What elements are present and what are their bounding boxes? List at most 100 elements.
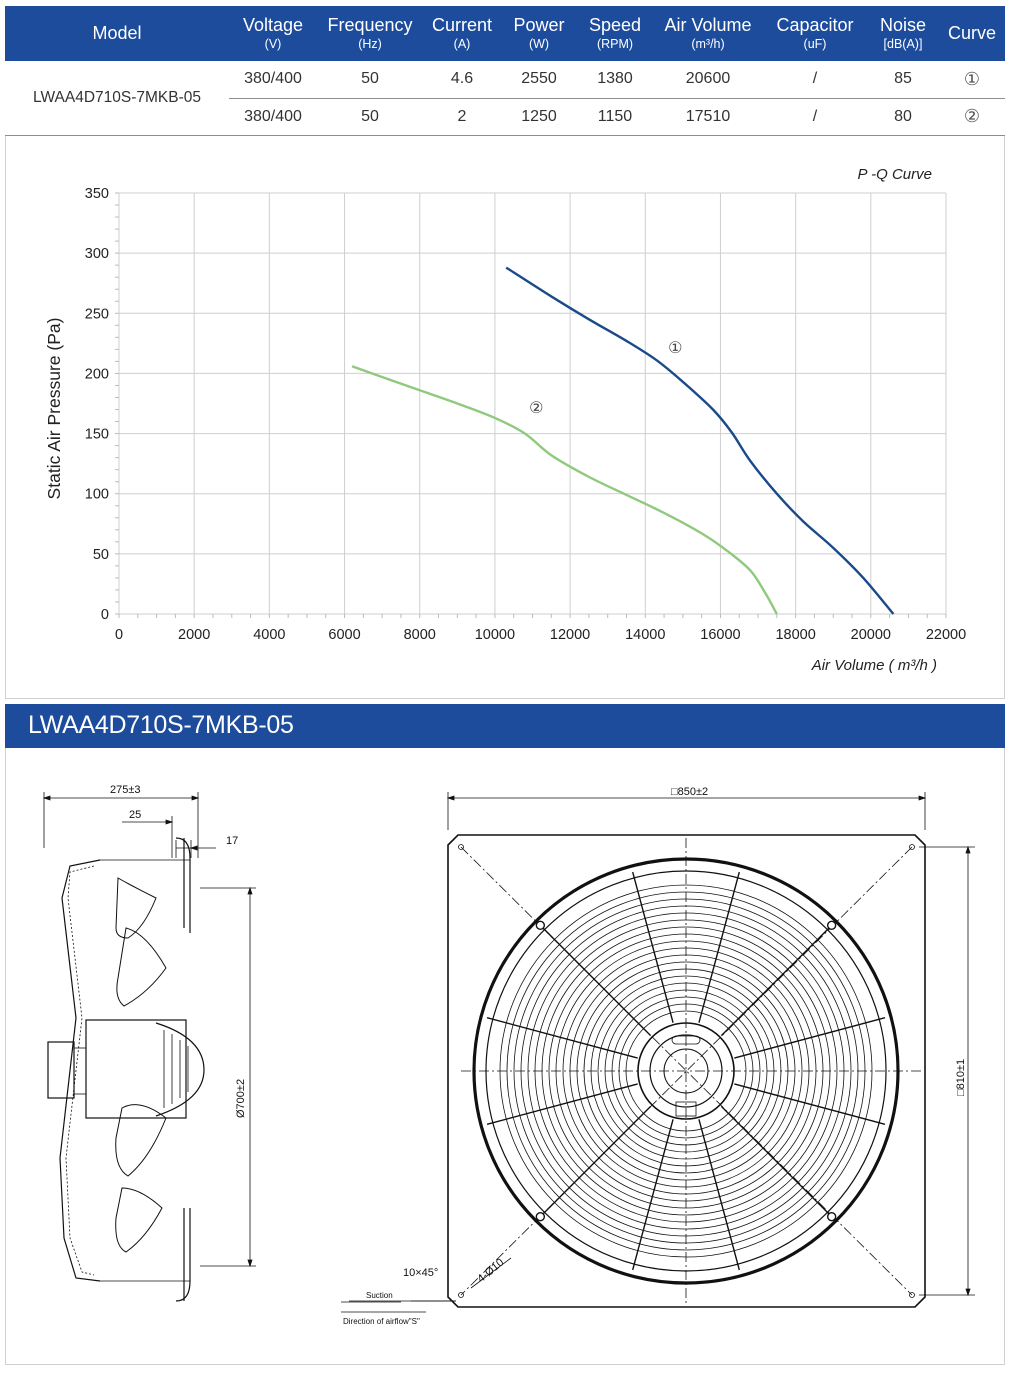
header-power: Power (W) (513, 14, 565, 51)
y-tick-label: 250 (85, 306, 109, 322)
guard-ring (562, 947, 810, 1195)
guard-ring (590, 975, 782, 1167)
y-tick-label: 350 (85, 186, 109, 202)
suction-label: Suction (366, 1291, 393, 1300)
series-line-2 (351, 365, 778, 615)
guard-bolt (826, 1211, 837, 1222)
header-current: Current (A) (431, 14, 493, 51)
header-model: Model (92, 23, 142, 44)
guard-ring (499, 884, 873, 1258)
guard-spoke (632, 1119, 674, 1271)
cell-capacitor: / (763, 98, 867, 136)
cell-noise: 85 (867, 61, 939, 99)
y-tick-label: 300 (85, 246, 109, 262)
cell-air-volume: 20600 (653, 61, 763, 99)
x-tick-label: 6000 (328, 627, 360, 643)
dim-flange-thickness: 17 (226, 835, 238, 847)
series-label-2: ② (529, 400, 543, 417)
drawing-section-header: LWAA4D710S-7MKB-05 (5, 704, 1005, 748)
header-air-volume: Air Volume (m³/h) (664, 14, 752, 51)
header-voltage: Voltage (V) (242, 14, 304, 51)
guard-ring (611, 996, 761, 1146)
x-tick-label: 12000 (550, 627, 590, 643)
x-tick-label: 4000 (253, 627, 285, 643)
cell-voltage: 380/400 (229, 61, 317, 99)
drawing-panel: 275±3 25 17 Ø700±2 (5, 748, 1005, 1365)
guard-ring (513, 898, 859, 1244)
dim-chamfer: 10×45° (403, 1267, 438, 1279)
guard-ring (506, 891, 866, 1251)
header-frequency: Frequency (Hz) (327, 14, 413, 51)
dim-holes: 4-Ø10 (475, 1256, 506, 1285)
cell-power: 2550 (501, 61, 577, 99)
dim-guard-diameter: Ø700±2 (235, 1079, 247, 1118)
header-speed: Speed (RPM) (588, 14, 642, 51)
guard-bolt (826, 920, 837, 931)
cell-voltage: 380/400 (229, 98, 317, 136)
y-tick-label: 150 (85, 427, 109, 443)
x-tick-label: 18000 (775, 627, 815, 643)
dim-flange-offset: 25 (129, 809, 141, 821)
cell-speed: 1380 (577, 61, 653, 99)
cell-curve: ② (939, 98, 1005, 136)
header-curve: Curve (947, 23, 996, 44)
x-tick-label: 8000 (404, 627, 436, 643)
guard-ring (520, 905, 852, 1237)
header-capacitor: Capacitor (uF) (776, 14, 854, 51)
guard-spoke (734, 1083, 886, 1125)
spec-table: Model Voltage (V) Frequency (Hz) Current (A… (5, 6, 1005, 136)
guard-ring (618, 1003, 754, 1139)
model-cell: LWAA4D710S-7MKB-05 (5, 61, 229, 136)
y-tick-label: 200 (85, 366, 109, 382)
guard-bolt (535, 1211, 546, 1222)
guard-bolt (535, 920, 546, 931)
dim-overall-depth: 275±3 (110, 784, 141, 796)
x-tick-label: 16000 (700, 627, 740, 643)
y-tick-label: 50 (93, 547, 109, 563)
cell-noise: 80 (867, 98, 939, 136)
x-tick-label: 10000 (475, 627, 515, 643)
airflow-label: Direction of airflow"S" (343, 1317, 420, 1326)
guard-ring (597, 982, 775, 1160)
series-line-1 (505, 266, 895, 615)
cell-frequency: 50 (317, 61, 423, 99)
guard-ring (604, 989, 768, 1153)
dim-hole-spacing: □810±1 (955, 1059, 967, 1096)
series-label-1: ① (668, 340, 682, 357)
header-noise: Noise [dB(A)] (879, 14, 927, 51)
guard-spoke (632, 871, 674, 1023)
cell-air-volume: 17510 (653, 98, 763, 136)
table-row: LWAA4D710S-7MKB-05 380/400 50 4.6 2550 1… (5, 61, 1005, 136)
x-tick-label: 2000 (178, 627, 210, 643)
guard-ring (583, 968, 789, 1174)
x-tick-label: 0 (115, 627, 123, 643)
chart-title: P -Q Curve (858, 166, 932, 183)
guard-spoke (486, 1083, 638, 1125)
x-tick-label: 20000 (851, 627, 891, 643)
y-tick-label: 100 (85, 487, 109, 503)
cell-speed: 1150 (577, 98, 653, 136)
pq-chart: 0 2000 4000 6000 8000 10000 12000 14000 16000 180… (44, 166, 966, 674)
table-header-row: Model Voltage (V) Frequency (Hz) Current (A… (5, 6, 1005, 61)
drawing-title: LWAA4D710S-7MKB-05 (28, 711, 294, 739)
cell-curve: ① (939, 61, 1005, 99)
guard-spoke (698, 871, 740, 1023)
fan-side-view: 275±3 25 17 Ø700±2 (42, 784, 256, 1302)
dim-plate-width: □850±2 (671, 786, 708, 798)
cell-current: 2 (423, 98, 501, 136)
x-tick-label: 22000 (926, 627, 966, 643)
cell-current: 4.6 (423, 61, 501, 99)
guard-spoke (539, 1105, 652, 1218)
guard-spoke (486, 1017, 638, 1059)
guard-ring (527, 912, 845, 1230)
cell-power: 1250 (501, 98, 577, 136)
y-tick-label: 0 (101, 607, 109, 623)
x-axis-label: Air Volume ( m³/h ) (811, 657, 937, 674)
guard-ring (548, 933, 824, 1209)
pq-chart-panel: 0 2000 4000 6000 8000 10000 12000 14000 16000 180… (5, 136, 1005, 699)
guard-spoke (698, 1119, 740, 1271)
table-row: 380/400 50 2 1250 1150 17510 / 80 ② (5, 98, 1005, 136)
guard-ring (569, 954, 803, 1188)
fan-front-view: □850±2 □810±1 10×45° 4-Ø10 Suction Direc… (341, 786, 975, 1326)
x-tick-label: 14000 (625, 627, 665, 643)
